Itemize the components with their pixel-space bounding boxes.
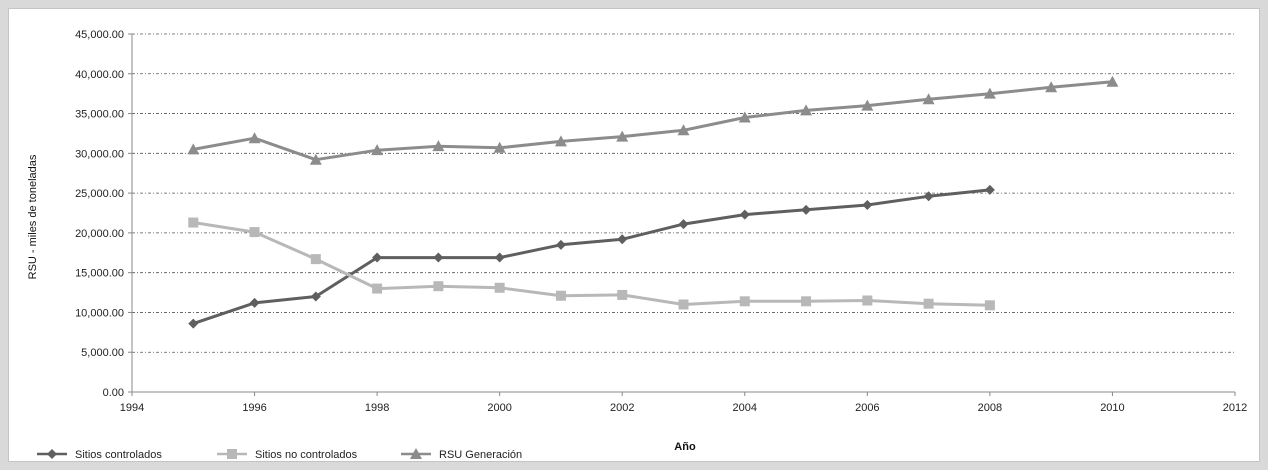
legend-item: Sitios no controlados	[217, 449, 358, 461]
y-axis-tick-labels: 0.00 5,000.00 10,000.00 15,000.00 20,000.00 2…	[75, 29, 124, 399]
data-point	[432, 140, 445, 152]
data-point	[371, 144, 384, 156]
data-point	[187, 143, 200, 155]
chart-frame: 0.00 5,000.00 10,000.00 15,000.00 20,000.00 2…	[8, 8, 1260, 462]
data-point	[800, 104, 813, 116]
data-point	[678, 299, 689, 310]
legend-item: RSU Generación	[401, 448, 522, 461]
y-tick-label: 25,000.00	[75, 188, 124, 200]
y-tick-label: 10,000.00	[75, 307, 124, 319]
legend-item: Sitios controlados	[37, 449, 162, 461]
data-point	[861, 99, 874, 111]
x-tick-label: 2006	[855, 402, 879, 414]
data-point	[310, 254, 321, 265]
y-tick-label: 20,000.00	[75, 228, 124, 240]
data-point	[677, 124, 690, 136]
legend-label: Sitios no controlados	[255, 449, 358, 461]
y-axis-title: RSU - miles de toneladas	[27, 154, 39, 279]
y-tick-label: 30,000.00	[75, 148, 124, 160]
data-point	[678, 219, 689, 230]
line-chart: 0.00 5,000.00 10,000.00 15,000.00 20,000.00 2…	[27, 29, 1247, 461]
data-point	[188, 318, 199, 329]
data-point	[493, 141, 506, 153]
data-point	[738, 111, 751, 123]
data-point	[433, 281, 444, 292]
data-point	[248, 132, 261, 144]
data-point	[494, 282, 505, 293]
x-axis-tick-labels: 1994 1996 1998 2000 2002 2004 2006 2008 2010 2012	[120, 402, 1247, 414]
data-point	[617, 289, 628, 300]
y-tick-label: 35,000.00	[75, 109, 124, 121]
data-point	[739, 209, 750, 220]
data-point	[555, 290, 566, 301]
series-lines	[187, 75, 1119, 329]
axes	[128, 33, 1236, 396]
x-axis-title: Año	[674, 441, 696, 453]
y-tick-label: 40,000.00	[75, 69, 124, 81]
data-point	[309, 153, 322, 165]
data-point	[801, 204, 812, 215]
series-line	[192, 188, 991, 326]
x-tick-label: 2000	[487, 402, 511, 414]
x-tick-label: 2008	[978, 402, 1002, 414]
x-tick-label: 2002	[610, 402, 634, 414]
data-point	[984, 184, 995, 195]
data-point	[1045, 81, 1058, 93]
legend-label: Sitios controlados	[75, 449, 162, 461]
data-point	[922, 93, 935, 105]
data-point	[372, 283, 383, 294]
legend: Sitios controlados Sitios no controlados R…	[37, 448, 522, 461]
data-point	[1106, 75, 1119, 87]
data-point	[249, 297, 260, 308]
data-point	[801, 296, 812, 307]
data-point	[555, 239, 566, 250]
series-line	[193, 221, 990, 307]
data-point	[494, 252, 505, 263]
x-tick-label: 1998	[365, 402, 389, 414]
x-tick-label: 2012	[1223, 402, 1247, 414]
data-point	[188, 217, 199, 228]
x-tick-label: 1996	[242, 402, 266, 414]
x-tick-label: 1994	[120, 402, 144, 414]
legend-marker	[47, 449, 57, 459]
data-point	[249, 227, 260, 238]
data-point	[433, 252, 444, 263]
series-2	[187, 75, 1119, 165]
x-tick-label: 2010	[1100, 402, 1124, 414]
legend-marker	[227, 449, 237, 459]
data-point	[862, 295, 873, 306]
y-tick-label: 45,000.00	[75, 29, 124, 41]
data-point	[554, 135, 567, 147]
legend-label: RSU Generación	[439, 449, 522, 461]
y-tick-label: 0.00	[103, 387, 124, 399]
series-1	[188, 217, 995, 311]
series-line	[193, 80, 1113, 162]
data-point	[616, 130, 629, 142]
data-point	[372, 252, 383, 263]
series-0	[188, 184, 995, 329]
y-tick-label: 5,000.00	[81, 347, 124, 359]
data-point	[983, 87, 996, 99]
data-point	[923, 298, 934, 309]
x-tick-label: 2004	[733, 402, 757, 414]
data-point	[923, 191, 934, 202]
data-point	[862, 200, 873, 211]
y-tick-label: 15,000.00	[75, 268, 124, 280]
data-point	[617, 234, 628, 245]
data-point	[310, 291, 321, 302]
data-point	[739, 296, 750, 307]
legend-marker	[410, 448, 422, 459]
data-point	[984, 300, 995, 311]
